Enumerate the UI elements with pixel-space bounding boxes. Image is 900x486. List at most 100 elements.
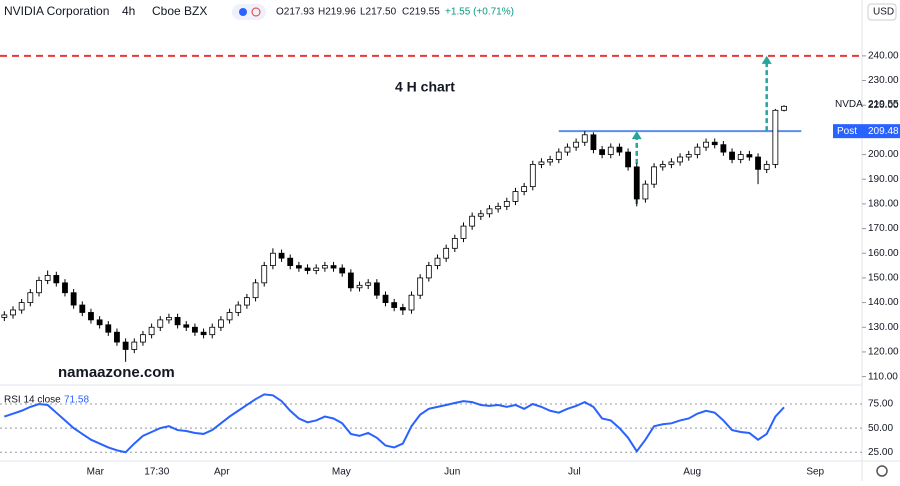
post-price-label: 209.48	[868, 126, 899, 137]
candle-body	[443, 247, 450, 259]
candle-body	[720, 144, 727, 153]
currency-button[interactable]	[867, 3, 897, 21]
candle-body	[711, 141, 718, 146]
candle-body	[538, 161, 545, 165]
y-tick-label: 130.00	[868, 322, 899, 333]
candle-body	[244, 297, 250, 306]
y-tick-label: 50.00	[868, 423, 893, 434]
candle-body	[356, 284, 363, 289]
ohlc-low: L217.50	[360, 7, 397, 18]
y-tick-label: 110.00	[868, 371, 898, 382]
candle-body	[529, 164, 536, 188]
candle-body	[729, 151, 735, 160]
indicator-value: 71.58	[64, 395, 89, 406]
candle-body	[148, 326, 155, 336]
rsi-line	[4, 393, 785, 454]
candle-body	[166, 316, 172, 321]
symbol-tag: NVDA	[835, 99, 863, 110]
y-tick-label: 75.00	[868, 399, 893, 410]
candle-body	[581, 134, 588, 143]
candle-body	[564, 146, 571, 153]
candle-body	[79, 304, 86, 313]
indicator-name: RSI 14 close	[4, 395, 61, 406]
post-tag: Post	[837, 126, 857, 137]
candle-body	[685, 154, 692, 158]
y-tick-label: 220.00	[868, 100, 899, 111]
x-tick-label: Sep	[806, 467, 824, 478]
last-price-label: 219.55	[868, 99, 899, 110]
x-tick-label: May	[332, 467, 351, 478]
candle-body	[70, 292, 77, 306]
x-tick-label: Aug	[683, 467, 701, 478]
candle-body	[304, 267, 311, 271]
candle-body	[590, 134, 597, 151]
ohlc-high: H219.96	[318, 7, 356, 18]
y-tick-label: 170.00	[868, 223, 899, 234]
arrow-head	[631, 131, 642, 140]
y-tick-label: 140.00	[868, 297, 899, 308]
candle-body	[27, 292, 34, 303]
candle-body	[399, 307, 406, 311]
candle-body	[391, 302, 398, 308]
candle-body	[278, 252, 285, 259]
candle-body	[36, 279, 42, 294]
candle-body	[755, 156, 761, 170]
candle-body	[781, 105, 787, 111]
candle-body	[746, 154, 753, 158]
y-tick-label: 200.00	[868, 149, 899, 160]
candle-body	[174, 316, 181, 326]
candle-body	[469, 215, 476, 227]
post-tag-bg	[833, 124, 900, 139]
candle-body	[96, 319, 103, 326]
candle-body	[157, 319, 164, 328]
candle-body	[1, 314, 8, 318]
candle-body	[651, 166, 657, 185]
y-tick-label: 180.00	[868, 199, 899, 210]
status-pill[interactable]	[232, 4, 266, 20]
candle-body	[772, 109, 779, 165]
candle-body	[521, 186, 528, 192]
y-tick-label: 190.00	[868, 174, 899, 185]
candle-body	[668, 161, 675, 165]
candle-body	[599, 149, 606, 155]
exchange: Cboe BZX	[152, 4, 207, 18]
status-dot	[239, 8, 247, 16]
candle-body	[131, 341, 138, 350]
y-tick-label: 120.00	[868, 347, 899, 358]
candle-body	[105, 324, 112, 333]
candle-body	[321, 265, 328, 269]
candle-body	[503, 201, 510, 207]
candle-body	[625, 151, 631, 168]
candle-body	[694, 146, 701, 155]
x-tick-label: Mar	[87, 467, 105, 478]
candle-body	[252, 282, 259, 299]
candle-body	[218, 319, 224, 328]
x-tick-label: 17:30	[144, 467, 169, 478]
candle-body	[140, 334, 146, 343]
candle-body	[425, 265, 432, 279]
ohlc-close: C219.55	[402, 7, 440, 18]
candle-body	[486, 208, 493, 215]
candle-body	[512, 191, 519, 202]
settings-icon[interactable]	[876, 465, 888, 477]
symbol: NVIDIA Corporation	[4, 4, 109, 18]
candle-body	[703, 141, 709, 148]
candle-body	[417, 277, 424, 296]
candle-body	[261, 265, 268, 284]
candle-body	[62, 282, 68, 294]
candle-body	[495, 205, 502, 210]
candle-body	[226, 312, 233, 321]
candle-body	[347, 272, 354, 289]
candle-body	[287, 257, 294, 266]
x-tick-label: Jun	[444, 467, 460, 478]
candle-body	[763, 164, 770, 170]
candle-body	[269, 252, 276, 266]
y-tick-label: 150.00	[868, 273, 899, 284]
candle-body	[183, 324, 190, 328]
candle-body	[555, 151, 562, 160]
candle-body	[235, 304, 242, 313]
y-tick-label: 240.00	[868, 50, 899, 61]
candle-body	[451, 238, 458, 249]
candle-body	[607, 146, 614, 155]
candle-body	[633, 166, 640, 200]
